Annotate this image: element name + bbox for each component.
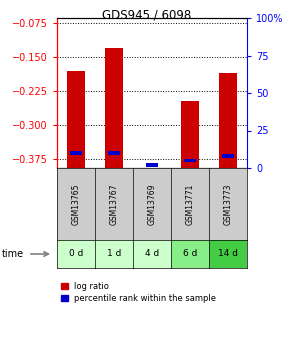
Text: 6 d: 6 d bbox=[183, 249, 197, 258]
Text: GSM13769: GSM13769 bbox=[147, 183, 156, 225]
Text: 1 d: 1 d bbox=[107, 249, 121, 258]
Text: GSM13765: GSM13765 bbox=[71, 183, 81, 225]
Text: 14 d: 14 d bbox=[218, 249, 238, 258]
Bar bbox=[219, 72, 236, 168]
Bar bbox=[222, 154, 234, 158]
Text: GSM13771: GSM13771 bbox=[185, 183, 195, 225]
Bar bbox=[67, 71, 85, 168]
Bar bbox=[181, 101, 199, 168]
Text: GSM13767: GSM13767 bbox=[110, 183, 118, 225]
Text: time: time bbox=[1, 249, 24, 259]
Bar bbox=[108, 151, 120, 155]
Text: 0 d: 0 d bbox=[69, 249, 83, 258]
Legend: log ratio, percentile rank within the sample: log ratio, percentile rank within the sa… bbox=[61, 282, 217, 303]
Text: 4 d: 4 d bbox=[145, 249, 159, 258]
Text: GSM13773: GSM13773 bbox=[224, 183, 233, 225]
Bar bbox=[105, 48, 122, 168]
Bar bbox=[184, 159, 195, 162]
Bar bbox=[70, 151, 81, 155]
Bar bbox=[146, 163, 158, 167]
Text: GDS945 / 6098: GDS945 / 6098 bbox=[102, 8, 191, 21]
